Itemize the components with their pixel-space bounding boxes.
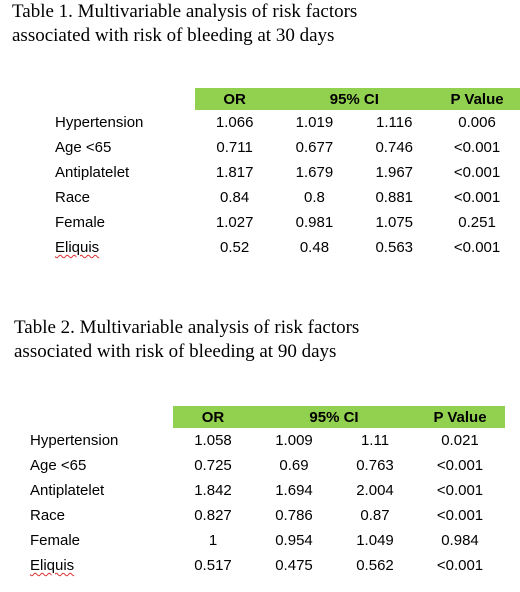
- or-cell: 1: [208, 532, 218, 549]
- table-2-body: Hypertension 1.058 1.009 1.11 0.021 Age <65 0.…: [30, 428, 505, 578]
- ci-low-cell: 0.981: [295, 214, 334, 231]
- table-row: Antiplatelet 1.842 1.694 2.004 <0.001: [30, 478, 505, 503]
- p-value-cell: <0.001: [453, 239, 501, 256]
- p-value-cell: 0.021: [441, 432, 479, 449]
- table-row: Age <65 0.725 0.69 0.763 <0.001: [30, 453, 505, 478]
- table-row: Antiplatelet 1.817 1.679 1.967 <0.001: [55, 160, 520, 185]
- spellcheck-flagged-word: Eliquis: [55, 239, 100, 256]
- table-1-header-or: OR: [194, 88, 275, 110]
- ci-high-cell: 1.967: [375, 164, 414, 181]
- or-cell: 1.058: [194, 432, 232, 449]
- factor-cell: Age <65: [55, 139, 112, 156]
- table-row: Eliquis 0.52 0.48 0.563 <0.001: [55, 235, 520, 260]
- ci-high-cell: 0.563: [375, 239, 414, 256]
- ci-high-cell: 1.075: [375, 214, 414, 231]
- table-1-body: Hypertension 1.066 1.019 1.116 0.006 Age <65 0…: [55, 110, 520, 260]
- table-2-header-row: OR 95% CI P Value: [30, 406, 505, 428]
- factor-cell: Eliquis: [55, 235, 195, 260]
- ci-low-cell: 0.475: [275, 557, 313, 574]
- table-2-header-p: P Value: [415, 406, 505, 428]
- table-row: Female 1 0.954 1.049 0.984: [30, 528, 505, 553]
- p-value-cell: <0.001: [453, 189, 501, 206]
- ci-low-cell: 1.009: [275, 432, 313, 449]
- or-cell: 0.517: [194, 557, 232, 574]
- factor-cell: Race: [55, 189, 91, 206]
- table-1-header-blank: [55, 88, 195, 110]
- table-row: Female 1.027 0.981 1.075 0.251: [55, 210, 520, 235]
- ci-high-cell: 1.11: [360, 432, 390, 449]
- table-2-title-line-1: Table 2. Multivariable analysis of risk …: [14, 317, 360, 338]
- table-1: OR 95% CI P Value Hypertension 1.066 1.019…: [55, 88, 520, 260]
- table-1-header-ci: 95% CI: [274, 88, 435, 110]
- p-value-cell: 0.984: [441, 532, 479, 549]
- factor-cell: Female: [30, 532, 81, 549]
- factor-cell: Eliquis: [30, 553, 173, 578]
- ci-low-cell: 0.677: [295, 139, 334, 156]
- ci-low-cell: 0.786: [275, 507, 313, 524]
- table-row: Eliquis 0.517 0.475 0.562 <0.001: [30, 553, 505, 578]
- table-row: Race 0.827 0.786 0.87 <0.001: [30, 503, 505, 528]
- table-1-header-p: P Value: [434, 88, 520, 110]
- ci-low-cell: 1.679: [295, 164, 334, 181]
- table-2-title: Table 2. Multivariable analysis of risk …: [14, 316, 514, 364]
- table-1-header-row: OR 95% CI P Value: [55, 88, 520, 110]
- p-value-cell: 0.006: [458, 114, 496, 131]
- table-2-title-line-2: associated with risk of bleeding at 90 d…: [14, 341, 337, 362]
- or-cell: 1.817: [215, 164, 254, 181]
- ci-high-cell: 1.049: [356, 532, 394, 549]
- p-value-cell: <0.001: [436, 557, 484, 574]
- factor-cell: Age <65: [30, 457, 87, 474]
- p-value-cell: <0.001: [436, 457, 484, 474]
- ci-low-cell: 0.8: [304, 189, 325, 206]
- factor-cell: Antiplatelet: [55, 164, 130, 181]
- ci-high-cell: 2.004: [356, 482, 394, 499]
- table-2: OR 95% CI P Value Hypertension 1.058 1.009…: [30, 406, 505, 578]
- factor-cell: Female: [55, 214, 106, 231]
- ci-low-cell: 0.48: [299, 239, 330, 256]
- table-row: Race 0.84 0.8 0.881 <0.001: [55, 185, 520, 210]
- p-value-cell: <0.001: [453, 139, 501, 156]
- spellcheck-flagged-word: Eliquis: [30, 557, 75, 574]
- table-1-title: Table 1. Multivariable analysis of risk …: [12, 0, 512, 48]
- table-row: Hypertension 1.058 1.009 1.11 0.021: [30, 428, 505, 453]
- or-cell: 0.52: [220, 239, 250, 256]
- p-value-cell: <0.001: [436, 507, 484, 524]
- or-cell: 1.027: [215, 214, 254, 231]
- ci-high-cell: 0.87: [360, 507, 390, 524]
- or-cell: 0.827: [194, 507, 232, 524]
- p-value-cell: 0.251: [458, 214, 496, 231]
- ci-low-cell: 1.019: [295, 114, 334, 131]
- or-cell: 0.725: [194, 457, 232, 474]
- p-value-cell: <0.001: [436, 482, 484, 499]
- table-row: Age <65 0.711 0.677 0.746 <0.001: [55, 135, 520, 160]
- p-value-cell: <0.001: [453, 164, 501, 181]
- or-cell: 0.84: [220, 189, 250, 206]
- table-2-header-or: OR: [173, 406, 253, 428]
- ci-low-cell: 1.694: [275, 482, 313, 499]
- or-cell: 1.066: [215, 114, 254, 131]
- ci-high-cell: 0.763: [356, 457, 394, 474]
- ci-high-cell: 1.116: [376, 114, 413, 131]
- or-cell: 0.711: [216, 139, 253, 156]
- table-2-header-blank: [30, 406, 173, 428]
- factor-cell: Hypertension: [55, 114, 144, 131]
- ci-low-cell: 0.69: [279, 457, 309, 474]
- table-row: Hypertension 1.066 1.019 1.116 0.006: [55, 110, 520, 135]
- table-1-title-line-2: associated with risk of bleeding at 30 d…: [12, 25, 335, 46]
- ci-low-cell: 0.954: [275, 532, 313, 549]
- table-2-header-ci: 95% CI: [253, 406, 415, 428]
- ci-high-cell: 0.881: [375, 189, 414, 206]
- ci-high-cell: 0.746: [375, 139, 414, 156]
- factor-cell: Antiplatelet: [30, 482, 105, 499]
- factor-cell: Race: [30, 507, 66, 524]
- or-cell: 1.842: [194, 482, 232, 499]
- factor-cell: Hypertension: [30, 432, 119, 449]
- ci-high-cell: 0.562: [356, 557, 394, 574]
- table-1-title-line-1: Table 1. Multivariable analysis of risk …: [12, 1, 358, 22]
